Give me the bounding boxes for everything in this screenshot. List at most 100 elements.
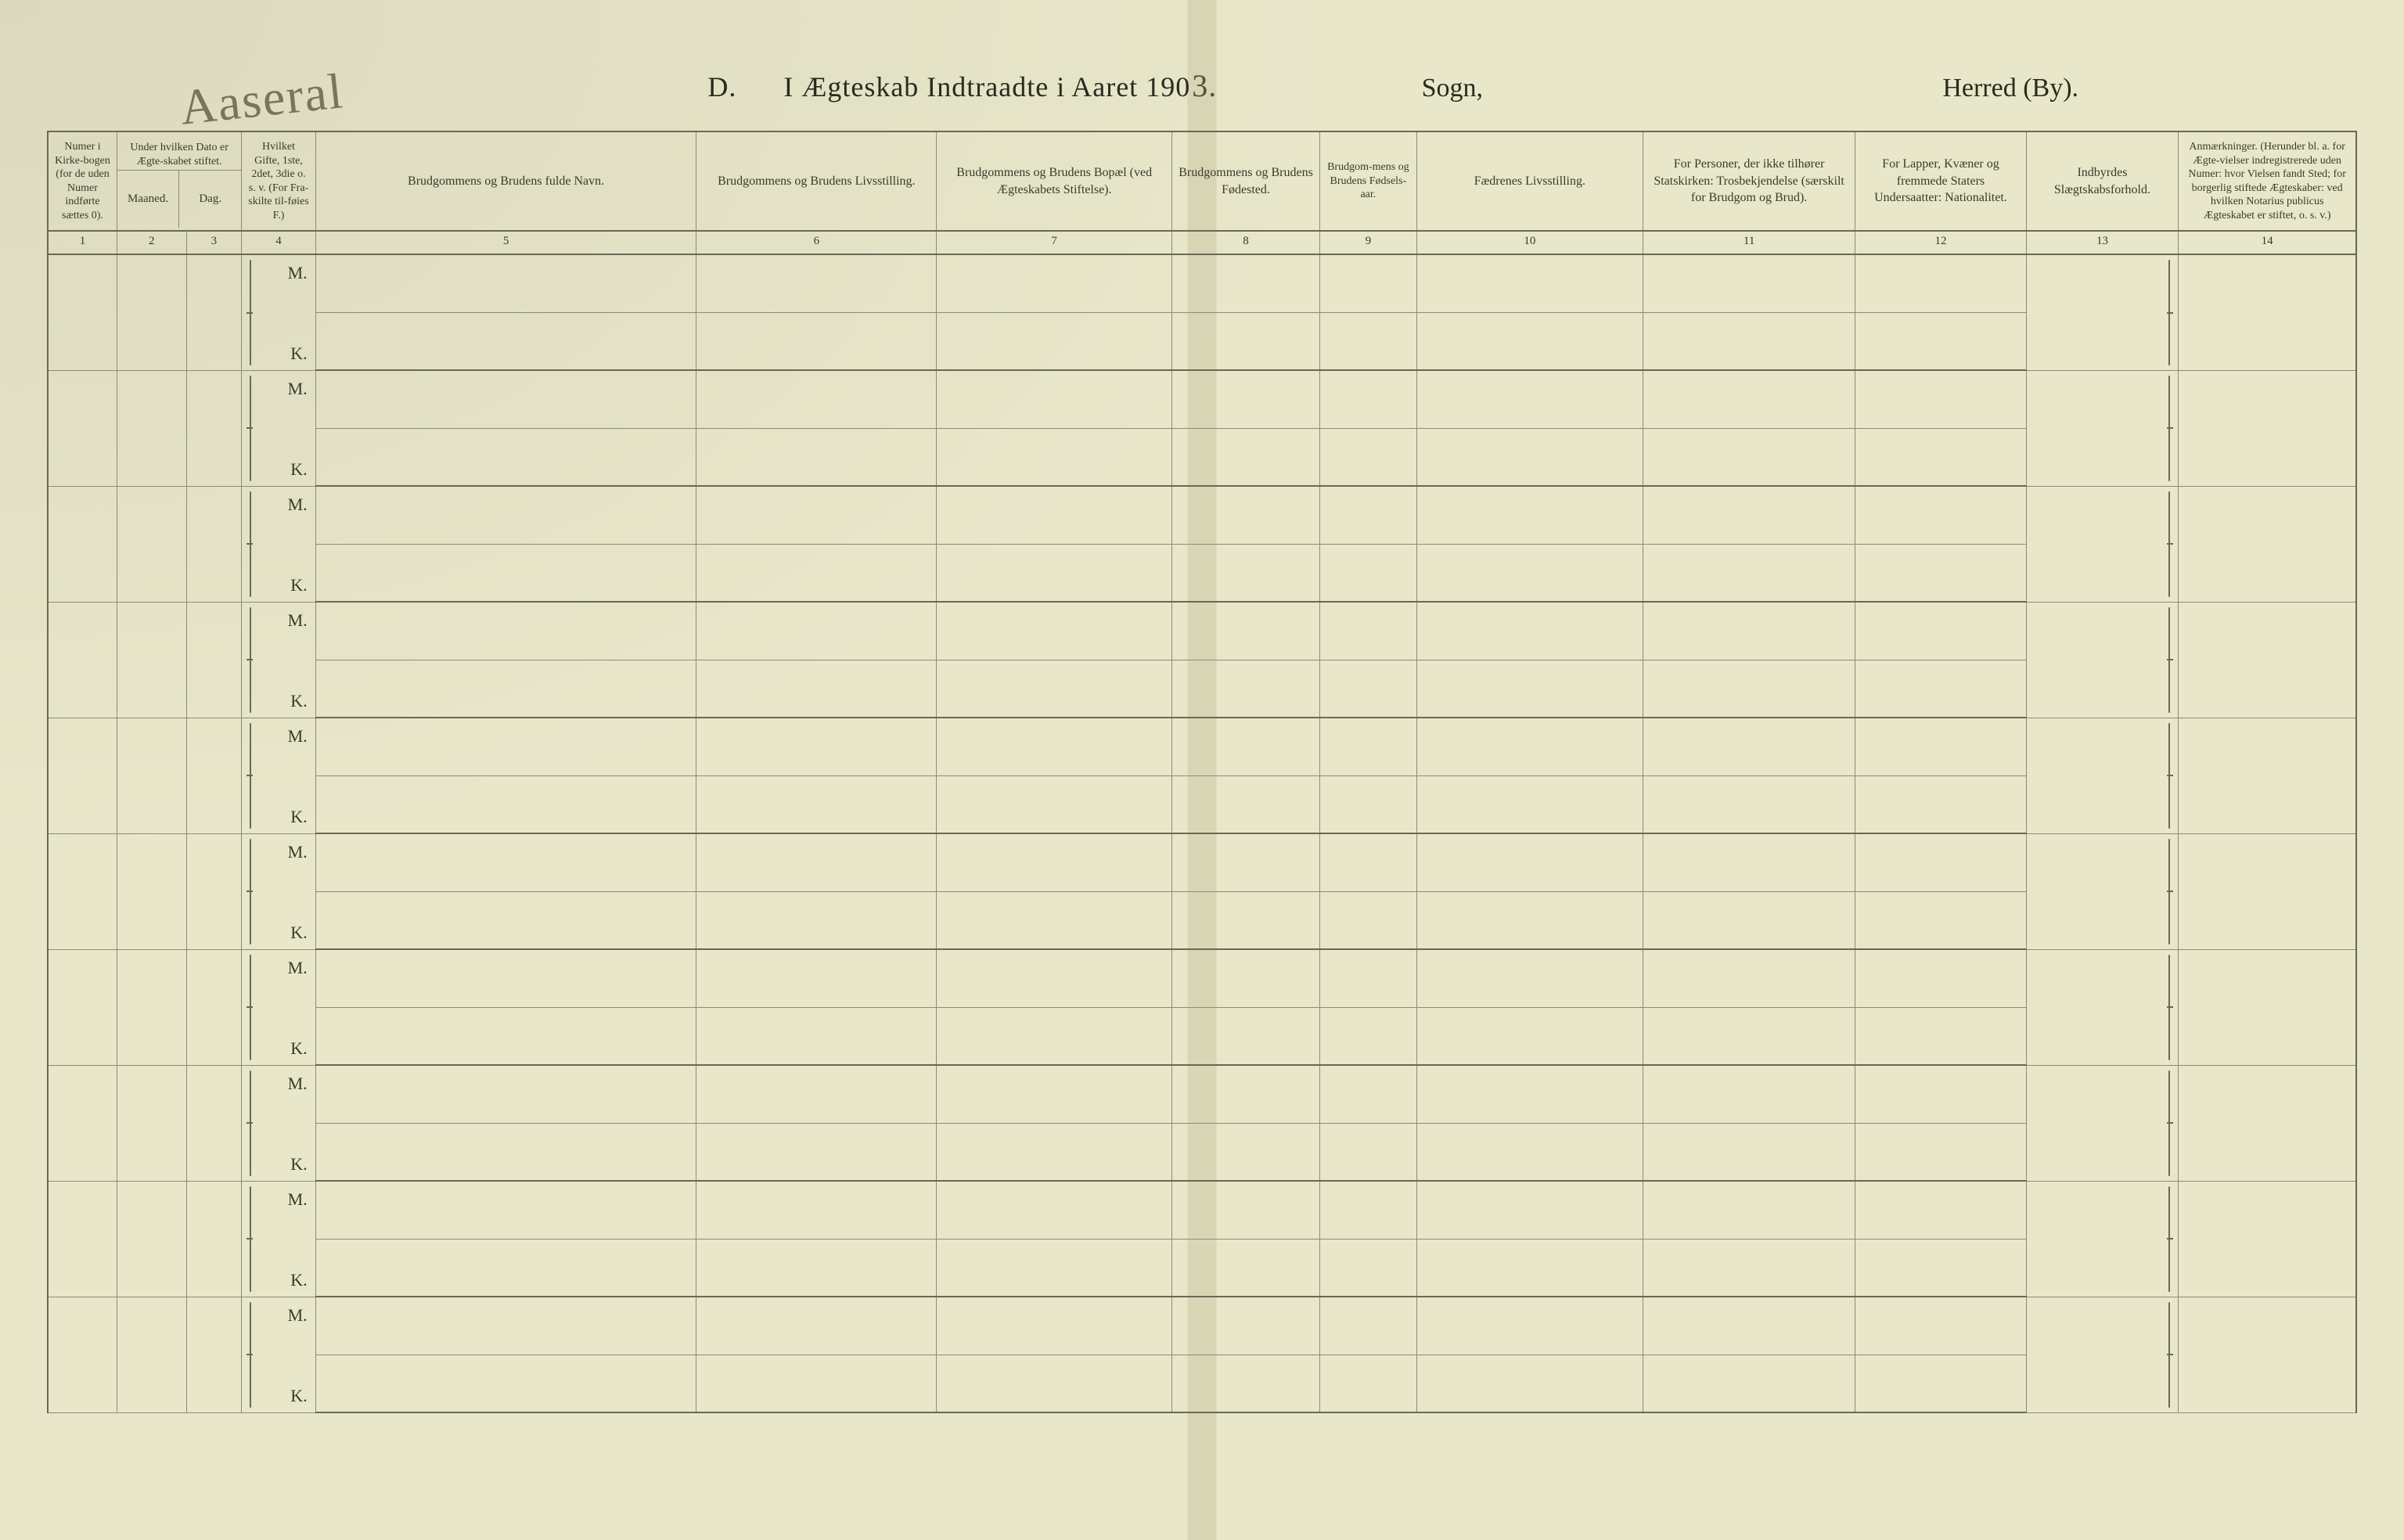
cell-c1 <box>48 833 117 949</box>
cell-c7-k <box>937 428 1172 486</box>
cell-c14 <box>2179 486 2356 602</box>
cell-c11-k <box>1643 660 1855 718</box>
cell-c12-m <box>1855 370 2026 428</box>
cell-c10-k <box>1416 1123 1643 1181</box>
cell-c8-k <box>1172 1239 1320 1297</box>
right-brace-icon <box>2162 839 2173 945</box>
left-brace-icon <box>247 260 257 365</box>
cell-c10-m <box>1416 1181 1643 1239</box>
cell-c10-k <box>1416 312 1643 370</box>
cell-c9-k <box>1319 775 1416 833</box>
cell-c2 <box>117 1065 187 1181</box>
title-year-handwritten: 3. <box>1190 68 1217 103</box>
cell-c6-k <box>696 1239 937 1297</box>
cell-c8-k <box>1172 1007 1320 1065</box>
cell-c1 <box>48 718 117 833</box>
cell-c13 <box>2026 1181 2179 1297</box>
cell-c3 <box>186 1065 242 1181</box>
cell-c8-k <box>1172 1355 1320 1412</box>
cell-c13 <box>2026 833 2179 949</box>
cell-c10-k <box>1416 1239 1643 1297</box>
left-brace-icon <box>247 839 257 945</box>
col-header-4: Hvilket Gifte, 1ste, 2det, 3die o. s. v.… <box>242 131 315 231</box>
cell-c8-k <box>1172 660 1320 718</box>
mk-label-m: M. <box>288 1305 308 1326</box>
cell-c7-k <box>937 775 1172 833</box>
cell-c10-k <box>1416 775 1643 833</box>
cell-c5-m <box>315 949 696 1007</box>
cell-c4-mk: M.K. <box>242 1297 315 1412</box>
cell-c11-m <box>1643 1181 1855 1239</box>
cell-c13 <box>2026 1297 2179 1412</box>
cell-c12-m <box>1855 1297 2026 1355</box>
col-header-1: Numer i Kirke-bogen (for de uden Numer i… <box>48 131 117 231</box>
cell-c7-k <box>937 544 1172 602</box>
cell-c4-mk: M.K. <box>242 833 315 949</box>
mk-label-k: K. <box>290 1270 307 1290</box>
col-num-8: 8 <box>1172 231 1320 254</box>
cell-c6-k <box>696 1123 937 1181</box>
mk-label-k: K. <box>290 1038 307 1059</box>
col-header-8: Brudgommens og Brudens Fødested. <box>1172 131 1320 231</box>
cell-c12-k <box>1855 1239 2026 1297</box>
left-brace-icon <box>247 376 257 481</box>
cell-c7-k <box>937 1239 1172 1297</box>
cell-c13 <box>2026 1065 2179 1181</box>
left-brace-icon <box>247 723 257 829</box>
mk-label-k: K. <box>290 1154 307 1175</box>
cell-c11-k <box>1643 1123 1855 1181</box>
mk-label-m: M. <box>288 495 308 515</box>
cell-c8-k <box>1172 428 1320 486</box>
cell-c12-k <box>1855 775 2026 833</box>
cell-c12-m <box>1855 1181 2026 1239</box>
cell-c2 <box>117 370 187 486</box>
cell-c5-k <box>315 660 696 718</box>
cell-c7-k <box>937 1123 1172 1181</box>
cell-c11-m <box>1643 486 1855 544</box>
cell-c2 <box>117 602 187 718</box>
cell-c5-k <box>315 775 696 833</box>
cell-c10-m <box>1416 1297 1643 1355</box>
cell-c13 <box>2026 718 2179 833</box>
cell-c8-m <box>1172 1297 1320 1355</box>
cell-c9-m <box>1319 1065 1416 1123</box>
cell-c2 <box>117 486 187 602</box>
cell-c10-m <box>1416 486 1643 544</box>
col-num-1: 1 <box>48 231 117 254</box>
cell-c11-k <box>1643 544 1855 602</box>
cell-c8-m <box>1172 1181 1320 1239</box>
cell-c7-m <box>937 1297 1172 1355</box>
right-brace-icon <box>2162 376 2173 481</box>
cell-c6-m <box>696 949 937 1007</box>
cell-c11-m <box>1643 833 1855 891</box>
cell-c12-k <box>1855 1007 2026 1065</box>
cell-c9-k <box>1319 1355 1416 1412</box>
cell-c12-m <box>1855 602 2026 660</box>
cell-c5-k <box>315 1007 696 1065</box>
cell-c9-k <box>1319 891 1416 949</box>
col-header-2-3-top: Under hvilken Dato er Ægte-skabet stifte… <box>122 141 236 168</box>
cell-c11-k <box>1643 1007 1855 1065</box>
cell-c8-m <box>1172 486 1320 544</box>
cell-c5-m <box>315 254 696 312</box>
cell-c10-m <box>1416 602 1643 660</box>
cell-c14 <box>2179 1297 2356 1412</box>
cell-c3 <box>186 718 242 833</box>
mk-label-m: M. <box>288 379 308 399</box>
title-row: D. I Ægteskab Indtraadte i Aaret 1903. S… <box>47 67 2357 104</box>
cell-c12-m <box>1855 718 2026 775</box>
cell-c14 <box>2179 1065 2356 1181</box>
col-num-10: 10 <box>1416 231 1643 254</box>
cell-c5-m <box>315 833 696 891</box>
cell-c10-m <box>1416 949 1643 1007</box>
cell-c9-m <box>1319 370 1416 428</box>
cell-c1 <box>48 1297 117 1412</box>
col-num-11: 11 <box>1643 231 1855 254</box>
cell-c10-k <box>1416 428 1643 486</box>
cell-c7-m <box>937 833 1172 891</box>
cell-c3 <box>186 1297 242 1412</box>
col-num-12: 12 <box>1855 231 2026 254</box>
col-num-5: 5 <box>315 231 696 254</box>
cell-c3 <box>186 833 242 949</box>
cell-c1 <box>48 1181 117 1297</box>
